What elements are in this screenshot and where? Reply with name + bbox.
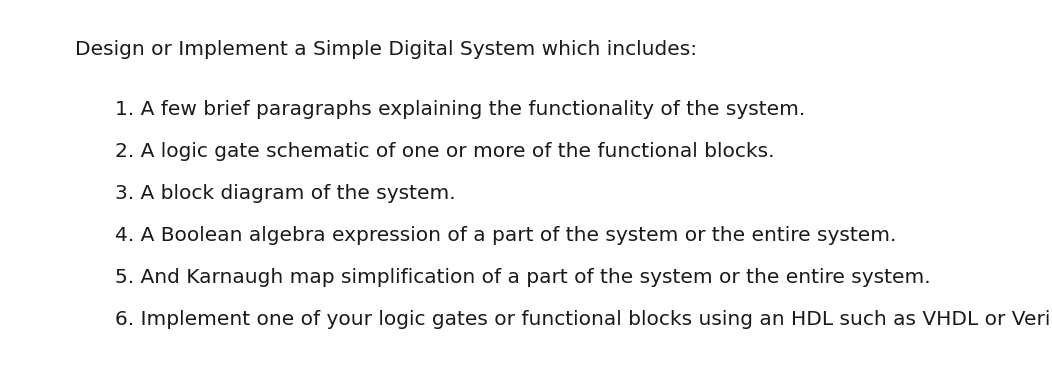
Text: Design or Implement a Simple Digital System which includes:: Design or Implement a Simple Digital Sys… (75, 40, 697, 59)
Text: 2. A logic gate schematic of one or more of the functional blocks.: 2. A logic gate schematic of one or more… (115, 142, 774, 161)
Text: 1. A few brief paragraphs explaining the functionality of the system.: 1. A few brief paragraphs explaining the… (115, 100, 805, 119)
Text: 3. A block diagram of the system.: 3. A block diagram of the system. (115, 184, 456, 203)
Text: 4. A Boolean algebra expression of a part of the system or the entire system.: 4. A Boolean algebra expression of a par… (115, 226, 896, 245)
Text: 6. Implement one of your logic gates or functional blocks using an HDL such as V: 6. Implement one of your logic gates or … (115, 310, 1052, 329)
Text: 5. And Karnaugh map simplification of a part of the system or the entire system.: 5. And Karnaugh map simplification of a … (115, 268, 931, 287)
